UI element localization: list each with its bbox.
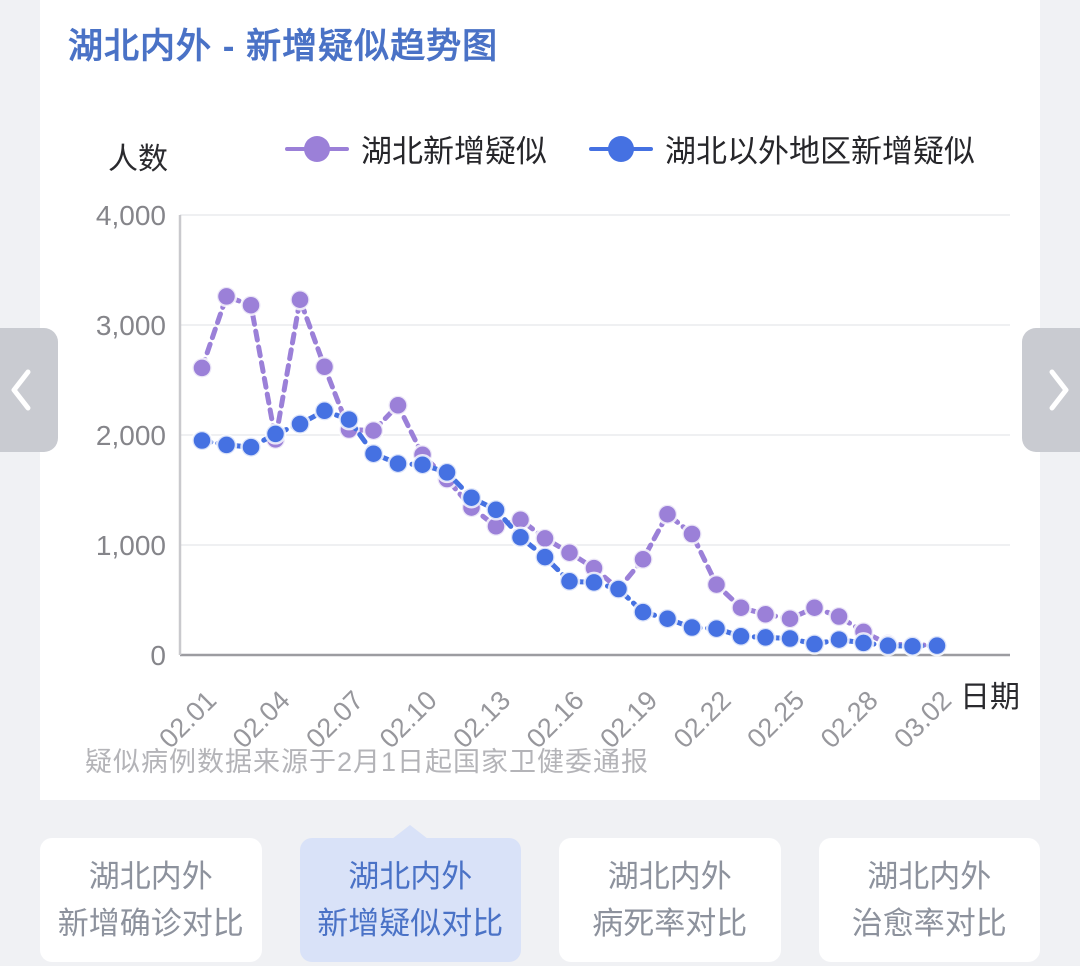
previous-chart-button[interactable]	[0, 328, 58, 452]
legend-item-hubei: 湖北新增疑似	[285, 126, 547, 171]
svg-text:2,000: 2,000	[96, 420, 166, 451]
svg-text:02.22: 02.22	[668, 685, 737, 754]
line-dot-marker-icon	[285, 135, 349, 162]
svg-text:1,000: 1,000	[96, 530, 166, 561]
tab-new-suspected-compare[interactable]: 湖北内外 新增疑似对比	[299, 825, 521, 962]
tab-label-line2: 病死率对比	[592, 906, 748, 941]
tab-label-line1: 湖北内外	[867, 859, 992, 894]
svg-text:0: 0	[150, 640, 166, 671]
tab-new-confirmed-compare[interactable]: 湖北内外 新增确诊对比	[40, 838, 262, 962]
legend-item-outside-hubei: 湖北以外地区新增疑似	[589, 126, 975, 171]
chevron-right-icon	[1049, 369, 1069, 411]
legend-label-outside-hubei: 湖北以外地区新增疑似	[665, 134, 975, 169]
tab-label-line2: 新增疑似对比	[317, 906, 504, 941]
next-chart-button[interactable]	[1022, 328, 1080, 452]
tab-label-line1: 湖北内外	[607, 859, 732, 894]
data-source-note: 疑似病例数据来源于2月1日起国家卫健委通报	[85, 747, 650, 777]
svg-text:3,000: 3,000	[96, 310, 166, 341]
tab-label-line1: 湖北内外	[348, 859, 473, 894]
page-title: 湖北内外 - 新增疑似趋势图	[68, 27, 499, 66]
active-tab-caret-icon	[392, 825, 429, 839]
tab-label-line2: 治愈率对比	[851, 906, 1007, 941]
chart-card: 湖北内外 - 新增疑似趋势图 人数 湖北新增疑似 湖北以外地区新增疑似 0 1,0…	[40, 0, 1040, 800]
svg-text:02.28: 02.28	[815, 685, 884, 754]
svg-text:03.02: 03.02	[888, 685, 957, 754]
svg-text:02.25: 02.25	[741, 685, 810, 754]
svg-text:4,000: 4,000	[96, 200, 166, 231]
tab-label-line1: 湖北内外	[88, 859, 213, 894]
chart-legend: 湖北新增疑似 湖北以外地区新增疑似	[285, 126, 975, 171]
legend-dot	[608, 135, 634, 162]
tab-fatality-rate-compare[interactable]: 湖北内外 病死率对比	[559, 838, 781, 962]
x-axis-title: 日期	[960, 681, 1020, 714]
tab-bar: 湖北内外 新增确诊对比 湖北内外 新增疑似对比 湖北内外 病死率对比 湖北内外 …	[40, 825, 1040, 962]
legend-dot	[304, 135, 330, 162]
line-dot-marker-icon	[589, 135, 653, 162]
legend-label-hubei: 湖北新增疑似	[361, 134, 547, 169]
tab-label-line2: 新增确诊对比	[57, 906, 244, 941]
tab-cure-rate-compare[interactable]: 湖北内外 治愈率对比	[818, 838, 1040, 962]
chevron-left-icon	[11, 369, 31, 411]
y-axis-title: 人数	[108, 143, 168, 176]
